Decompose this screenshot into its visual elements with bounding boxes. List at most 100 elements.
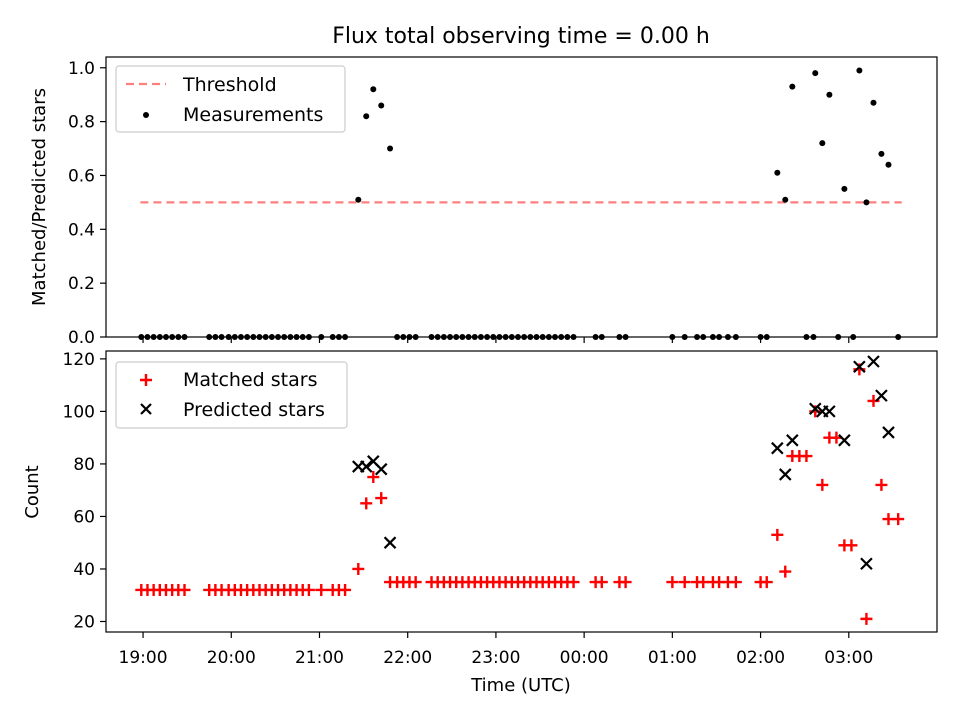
bottom-legend: Matched stars Predicted stars: [115, 361, 348, 429]
measurement-point: [782, 196, 789, 203]
x-tick-label: 02:00: [736, 648, 785, 668]
top-y-tick-label: 0.0: [68, 328, 95, 348]
predicted-star-point: [374, 462, 388, 476]
predicted-star-point: [860, 557, 873, 570]
measurement-point: [138, 334, 145, 340]
legend-measurements-label: Measurements: [183, 104, 323, 126]
measurement-point: [826, 91, 833, 98]
measurement-point: [724, 334, 731, 340]
measurement-point: [394, 334, 401, 340]
measurement-point: [700, 334, 707, 340]
matched-star-point: [860, 612, 873, 625]
measurement-point: [545, 334, 552, 340]
matched-star-point: [409, 576, 422, 589]
measurement-point: [514, 334, 521, 340]
bottom-y-tick-label: 80: [73, 455, 95, 475]
measurement-point: [598, 334, 605, 340]
bottom-plot-frame: [105, 350, 938, 633]
matched-star-point: [729, 576, 742, 589]
measurement-point: [387, 145, 394, 152]
legend-matched-swatch: [140, 374, 152, 386]
measurement-point: [412, 334, 419, 340]
measurement-point: [709, 334, 716, 340]
x-tick-label: 00:00: [560, 648, 609, 668]
x-tick-label: 21:00: [295, 648, 344, 668]
x-tick-label: 03:00: [824, 648, 873, 668]
measurement-point: [558, 334, 565, 340]
measurement-point: [363, 113, 370, 120]
measurement-point: [863, 199, 870, 206]
bottom-y-axis: 20 40 60 80 100 120: [63, 350, 106, 632]
matched-star-point: [845, 539, 858, 552]
top-legend: Threshold Measurements: [115, 65, 346, 133]
measurement-point: [225, 334, 232, 340]
measurement-point: [370, 86, 377, 93]
measurement-point: [835, 334, 842, 340]
matched-star-point: [352, 562, 365, 575]
measurement-point: [616, 334, 623, 340]
measurement-point: [256, 334, 263, 340]
bottom-y-tick-label: 60: [73, 507, 95, 527]
measurement-point: [305, 334, 312, 340]
measurement-point: [447, 334, 454, 340]
legend-threshold-label: Threshold: [182, 74, 277, 96]
predicted-star-point: [838, 434, 851, 447]
bottom-x-axis: 19:00 20:00 21:00 22:00 23:00 00:00 01:00 02:00…: [119, 632, 873, 668]
predicted-star-point: [771, 441, 784, 455]
measurement-point: [237, 334, 244, 340]
measurement-point: [156, 334, 163, 340]
top-y-tick-label: 1.0: [68, 59, 95, 79]
measurement-point: [434, 334, 441, 340]
bottom-legend-box: [115, 361, 348, 429]
top-y-axis: 0.0 0.2 0.4 0.6 0.8 1.0: [68, 59, 106, 348]
matched-star-point: [800, 450, 813, 463]
bottom-y-tick-label: 20: [73, 612, 95, 632]
bottom-y-axis-label: Count: [22, 465, 43, 518]
measurement-point: [329, 334, 336, 340]
legend-predicted-label: Predicted stars: [183, 399, 325, 421]
measurement-point: [564, 334, 571, 340]
measurement-point: [812, 70, 819, 77]
measurement-point: [490, 334, 497, 340]
measurement-point: [819, 140, 826, 147]
predicted-star-point: [882, 426, 895, 439]
legend-matched-label: Matched stars: [183, 369, 317, 391]
predicted-points: [352, 355, 895, 570]
x-tick-label: 23:00: [471, 648, 520, 668]
measurement-point: [212, 334, 219, 340]
top-plot: 0.0 0.2 0.4 0.6 0.8 1.0 Matched/Predicted sta…: [29, 56, 938, 348]
predicted-star-point: [359, 460, 373, 473]
measurement-point: [552, 334, 559, 340]
bottom-y-tick-label: 100: [63, 402, 95, 422]
predicted-star-point: [867, 355, 880, 368]
measurement-point: [250, 334, 257, 340]
measurement-point: [465, 334, 472, 340]
measurement-point: [281, 334, 288, 340]
matched-star-point: [779, 565, 792, 578]
measurement-point: [378, 102, 385, 109]
matched-star-point: [678, 576, 691, 589]
measurement-point: [477, 334, 484, 340]
matched-star-point: [375, 492, 388, 505]
measurement-point: [694, 334, 701, 340]
measurement-point: [716, 334, 723, 340]
top-y-tick-label: 0.8: [68, 113, 95, 133]
measurement-point: [440, 334, 447, 340]
predicted-star-point: [853, 360, 866, 374]
measurement-point: [803, 334, 810, 340]
measurement-point: [533, 334, 540, 340]
top-y-tick-label: 0.6: [68, 166, 95, 186]
measurement-point: [428, 334, 435, 340]
measurement-point: [268, 334, 275, 340]
measurement-point: [732, 334, 739, 340]
measurement-point: [231, 334, 238, 340]
measurement-point: [150, 334, 157, 340]
x-tick-label: 20:00: [207, 648, 256, 668]
measurement-point: [502, 334, 509, 340]
matched-star-point: [367, 471, 380, 484]
measurement-point: [789, 83, 796, 90]
measurement-point: [885, 161, 892, 168]
measurement-point: [206, 334, 213, 340]
measurement-point: [162, 334, 169, 340]
measurement-point: [287, 334, 294, 340]
